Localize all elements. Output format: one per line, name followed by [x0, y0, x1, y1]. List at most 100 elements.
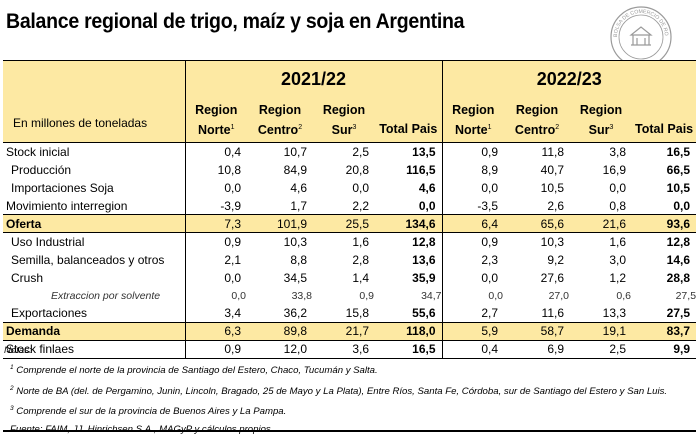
total-cell: 134,6 — [375, 214, 443, 234]
value-cell: 27,0 — [548, 289, 570, 302]
value-cell: 0,4 — [442, 340, 505, 360]
table-row: Semilla, balanceados y otros 2,1 8,8 2,8 13,… — [3, 251, 696, 270]
total-cell: 118,0 — [375, 321, 443, 341]
value-cell: 2,6 — [547, 198, 565, 213]
value-cell: 0,9 — [481, 235, 499, 250]
value-cell: 84,9 — [283, 162, 307, 177]
total-cell: 27,5 — [666, 306, 691, 321]
value-cell: 13,3 — [602, 306, 627, 321]
value-cell: 8,9 — [481, 162, 499, 177]
value-cell: 10,7 — [283, 144, 307, 159]
total-cell: 93,6 — [632, 214, 697, 234]
table-row: Crush 0,0 34,5 1,4 35,9 0,0 27,6 1,2 28,8 — [3, 269, 696, 288]
year-header-row: En millones de toneladas 2021/22 2022/23 — [3, 60, 697, 143]
row-label: Crush — [3, 269, 186, 288]
value-cell: 2,5 — [352, 144, 369, 159]
total-cell: 4,6 — [375, 178, 443, 197]
total-cell: 13,6 — [375, 251, 443, 270]
value-cell: 1,6 — [352, 235, 369, 250]
total-cell: 27,5 — [675, 289, 697, 302]
value-cell: -3,9 — [220, 198, 241, 213]
table-row: Stock inicial 0,4 10,7 2,5 13,5 0,9 11,8 3,8 16,… — [3, 142, 696, 161]
table-row: Extraccion por solvente 0,0 33,8 0,9 34,7 0,0… — [3, 287, 697, 305]
value-cell: 2,5 — [570, 340, 633, 360]
value-cell: 1,4 — [352, 271, 369, 286]
row-label: Oferta — [3, 214, 186, 234]
svg-text:BOLSA DE COMERCIO DE ROSARIO: BOLSA DE COMERCIO DE ROSARIO — [609, 5, 669, 37]
total-cell: 28,8 — [666, 271, 691, 286]
total-cell: 9,9 — [632, 340, 697, 360]
value-cell: 0,0 — [488, 289, 504, 302]
value-cell: 0,0 — [481, 180, 499, 195]
value-cell: 0,0 — [224, 271, 241, 286]
value-cell: 0,9 — [224, 235, 241, 250]
total-cell: 16,5 — [666, 144, 691, 159]
value-cell: 10,5 — [540, 180, 565, 195]
value-cell: 27,6 — [540, 271, 565, 286]
table-row: Movimiento interregion -3,9 1,7 2,2 0,0 -3,5 2… — [3, 196, 696, 215]
total-cell: 12,8 — [666, 235, 691, 250]
total-cell: 10,5 — [666, 180, 691, 195]
value-cell: 8,8 — [290, 253, 307, 268]
value-cell: 36,2 — [283, 306, 307, 321]
value-cell: 9,2 — [547, 253, 565, 268]
value-cell: 0,4 — [224, 144, 241, 159]
value-cell: 2,8 — [352, 253, 369, 268]
page-title: Balance regional de trigo, maíz y soja e… — [6, 10, 465, 33]
table-row: Exportaciones 3,4 36,2 15,8 55,6 2,7 11,6 13,3 2… — [3, 304, 696, 323]
value-cell: 10,3 — [540, 235, 565, 250]
value-cell: -3,5 — [477, 198, 499, 213]
value-cell: 2,7 — [481, 306, 499, 321]
value-cell: 10,8 — [217, 162, 241, 177]
value-cell: 6,9 — [504, 340, 571, 360]
total-cell: 14,6 — [666, 253, 691, 268]
total-cell: 83,7 — [632, 321, 697, 341]
table-row: Demanda 6,3 89,8 21,7 118,0 5,9 58,7 19,1 83,7 — [3, 321, 697, 341]
row-label: Producción — [3, 160, 186, 179]
value-cell: 15,8 — [345, 306, 369, 321]
value-cell: 4,6 — [290, 180, 307, 195]
total-cell: 116,5 — [375, 160, 443, 179]
value-cell: 19,1 — [570, 321, 633, 341]
note-2: 2 Norte de BA (del. de Pergamino, Junin,… — [10, 384, 668, 397]
value-cell: 6,3 — [185, 321, 247, 341]
source-note: Fuente: FAIM, JJ. Hinrichsen S.A., MAGyP… — [10, 421, 694, 438]
value-cell: 7,3 — [185, 214, 247, 234]
value-cell: 0,0 — [231, 289, 246, 302]
row-label: Stock finlaes — [3, 340, 186, 360]
value-cell: 2,1 — [224, 253, 241, 268]
value-cell: 34,5 — [283, 271, 307, 286]
unit-label: En millones de toneladas — [3, 60, 186, 143]
row-label: Semilla, balanceados y otros — [3, 251, 186, 270]
value-cell: 20,8 — [345, 162, 369, 177]
row-label: Stock inicial — [3, 142, 186, 161]
table-row: Importaciones Soja 0,0 4,6 0,0 4,6 0,0 10,5 0,0… — [3, 178, 696, 197]
column-header-row: Region Norte1 Region Centro2 Region Sur3 To… — [3, 97, 697, 143]
value-cell: 0,9 — [185, 340, 247, 360]
value-cell: 1,2 — [609, 271, 627, 286]
value-cell: 12,0 — [247, 340, 313, 360]
value-cell: 2,2 — [352, 198, 369, 213]
note-3: 3 Comprende el sur de la provincia de Bu… — [10, 405, 287, 418]
value-cell: 1,7 — [290, 198, 307, 213]
table-row: Producción 10,8 84,9 20,8 116,5 8,9 40,7 16,9 66… — [3, 160, 696, 179]
total-cell: 13,5 — [375, 142, 443, 161]
total-cell: 35,9 — [375, 269, 443, 288]
balance-table: En millones de toneladas 2021/22 2022/23… — [3, 60, 697, 360]
value-cell: 3,0 — [609, 253, 627, 268]
value-cell: 33,8 — [291, 289, 312, 302]
row-label: Demanda — [3, 321, 186, 341]
total-cell: 34,7 — [375, 287, 443, 305]
value-cell: 0,9 — [481, 144, 499, 159]
value-cell: 0,0 — [481, 271, 499, 286]
value-cell: 0,0 — [224, 180, 241, 195]
value-cell: 16,9 — [602, 162, 627, 177]
value-cell: 10,3 — [283, 235, 307, 250]
value-cell: 21,6 — [570, 214, 633, 234]
value-cell: 0,0 — [609, 180, 627, 195]
value-cell: 6,4 — [442, 214, 505, 234]
bottom-rule — [3, 430, 696, 432]
value-cell: 0,6 — [616, 289, 632, 302]
value-cell: 3,4 — [224, 306, 241, 321]
value-cell: 5,9 — [442, 321, 505, 341]
